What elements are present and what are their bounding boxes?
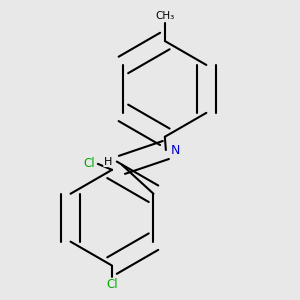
Text: Cl: Cl (84, 158, 95, 170)
Text: H: H (104, 157, 112, 166)
Text: CH₃: CH₃ (155, 11, 175, 21)
Text: N: N (170, 143, 180, 157)
Text: Cl: Cl (106, 278, 118, 291)
